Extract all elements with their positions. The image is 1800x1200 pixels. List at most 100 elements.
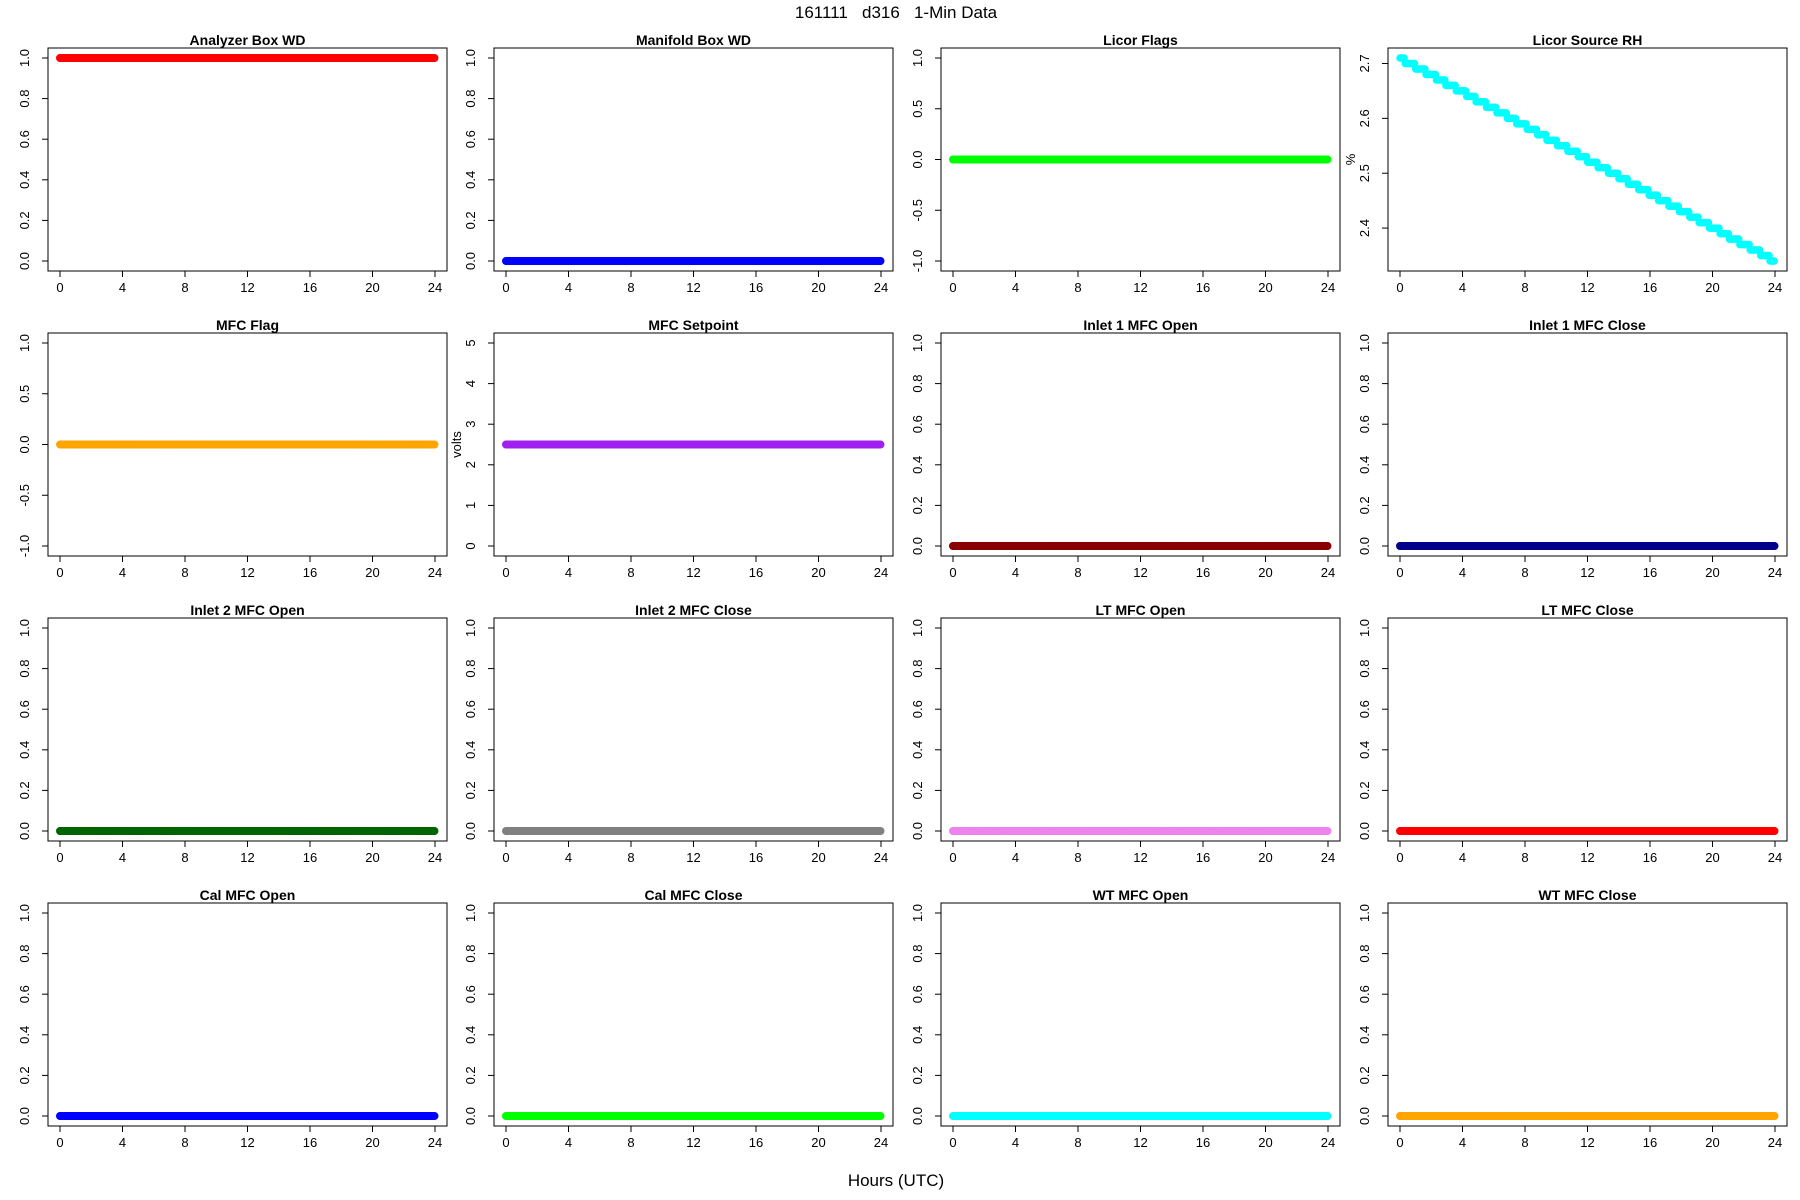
y-tick-label: 1.0 (463, 619, 478, 637)
x-tick-label: 0 (949, 565, 956, 580)
x-tick-label: 24 (1321, 565, 1335, 580)
y-tick-label: 0.6 (17, 130, 32, 148)
panel-title: Licor Source RH (1533, 32, 1643, 48)
y-tick-label: 1.0 (17, 334, 32, 352)
x-tick-label: 0 (56, 850, 63, 865)
x-tick-label: 24 (428, 565, 442, 580)
x-axis: 0 4 8 12 16 20 24 (502, 270, 888, 295)
y-tick-label: 0.2 (17, 781, 32, 799)
plot-frame (47, 617, 448, 842)
x-tick-label: 4 (119, 850, 126, 865)
x-tick-label: 20 (365, 280, 379, 295)
y-tick-label: 0.8 (463, 660, 478, 678)
y-tick-label: 0.0 (463, 252, 478, 270)
y-tick-label: 0.0 (17, 252, 32, 270)
x-tick-label: 12 (1580, 565, 1594, 580)
y-axis: 0.00.20.40.60.81.0 (910, 334, 942, 555)
plot-frame (493, 47, 894, 272)
y-tick-label: 0.6 (463, 130, 478, 148)
y-tick-label: 0.0 (910, 150, 925, 168)
y-tick-label: 0.8 (463, 90, 478, 108)
y-tick-label: 0 (463, 542, 478, 549)
x-tick-label: 8 (1074, 565, 1081, 580)
chart-panel: Manifold Box WD0 4 8 12 16 20 240.00.20.40.60.… (463, 32, 894, 295)
x-tick-label: 4 (1012, 565, 1019, 580)
y-tick-label: 0.5 (910, 100, 925, 118)
x-tick-label: 12 (1580, 280, 1594, 295)
x-tick-label: 20 (365, 850, 379, 865)
x-axis: 0 4 8 12 16 20 24 (1396, 270, 1782, 295)
x-tick-label: 4 (1459, 565, 1466, 580)
y-tick-label: 0.8 (17, 90, 32, 108)
x-tick-label: 24 (874, 850, 888, 865)
x-tick-label: 16 (1196, 565, 1210, 580)
y-axis: 0.00.20.40.60.81.0 (17, 49, 49, 270)
y-tick-label: -1.0 (17, 535, 32, 557)
y-tick-label: 0.8 (17, 660, 32, 678)
x-tick-label: 20 (811, 850, 825, 865)
x-tick-label: 0 (502, 280, 509, 295)
x-tick-label: 8 (627, 565, 634, 580)
y-axis: 2.42.52.62.7% (1343, 54, 1389, 237)
x-tick-label: 16 (749, 850, 763, 865)
x-axis: 0 4 8 12 16 20 24 (56, 270, 442, 295)
x-tick-label: 12 (686, 850, 700, 865)
x-tick-label: 20 (365, 565, 379, 580)
x-tick-label: 8 (181, 565, 188, 580)
y-tick-label: 2.4 (1357, 219, 1372, 237)
y-tick-label: 0.4 (463, 171, 478, 189)
x-tick-label: 4 (565, 850, 572, 865)
y-tick-label: 0.8 (1357, 375, 1372, 393)
x-tick-label: 16 (749, 565, 763, 580)
x-tick-label: 0 (502, 565, 509, 580)
panel-grid: Analyzer Box WD0 4 8 12 16 20 240.00.20.40.60.… (17, 32, 1788, 1150)
y-tick-label: 0.8 (910, 375, 925, 393)
x-tick-label: 16 (303, 565, 317, 580)
x-tick-label: 8 (1074, 280, 1081, 295)
y-tick-label: 1.0 (17, 49, 32, 67)
x-tick-label: 8 (627, 280, 634, 295)
x-tick-label: 0 (56, 280, 63, 295)
panel-title: Inlet 2 MFC Open (190, 602, 304, 618)
x-tick-label: 4 (565, 565, 572, 580)
panel-title: Analyzer Box WD (190, 32, 306, 48)
y-tick-label: 0.6 (1357, 415, 1372, 433)
panel-title: Inlet 1 MFC Open (1083, 317, 1197, 333)
x-tick-label: 8 (1521, 565, 1528, 580)
x-tick-label: 8 (1521, 280, 1528, 295)
y-axis: 0.00.20.40.60.81.0 (1357, 334, 1389, 555)
y-tick-label: 2.5 (1357, 164, 1372, 182)
x-tick-label: 20 (1258, 565, 1272, 580)
x-axis: 0 4 8 12 16 20 24 (949, 270, 1335, 295)
y-tick-label: 0.4 (910, 456, 925, 474)
y-axis-label: volts (449, 431, 464, 458)
y-axis: 0.00.20.40.60.81.0 (17, 619, 49, 840)
x-tick-label: 4 (565, 280, 572, 295)
x-tick-label: 24 (874, 280, 888, 295)
x-tick-label: 8 (181, 850, 188, 865)
data-series (501, 826, 885, 835)
y-tick-label: 1 (463, 502, 478, 509)
x-tick-label: 24 (874, 565, 888, 580)
x-tick-label: 20 (1705, 565, 1719, 580)
data-series (501, 440, 885, 449)
x-tick-label: 12 (240, 280, 254, 295)
y-tick-label: 1.0 (17, 619, 32, 637)
data-series (1396, 54, 1778, 265)
y-tick-label: -0.5 (910, 199, 925, 221)
x-tick-label: 16 (749, 280, 763, 295)
x-tick-label: 12 (240, 850, 254, 865)
data-series (55, 826, 439, 835)
x-tick-label: 12 (1133, 565, 1147, 580)
y-tick-label: 4 (463, 380, 478, 387)
x-axis: 0 4 8 12 16 20 24 (56, 555, 442, 580)
y-tick-label: 0.6 (463, 700, 478, 718)
x-tick-label: 0 (1396, 565, 1403, 580)
x-tick-label: 24 (1768, 565, 1782, 580)
